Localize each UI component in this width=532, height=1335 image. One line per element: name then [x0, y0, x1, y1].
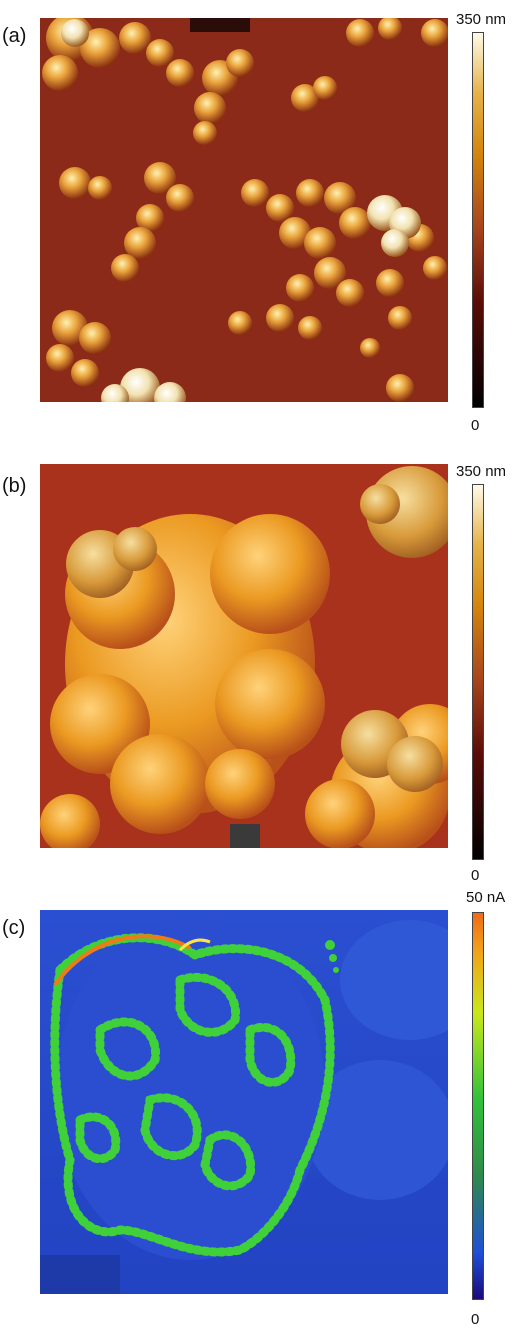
afm-height-image-b	[40, 464, 448, 848]
panel-b: (b)	[0, 440, 532, 884]
colorbar-max-label-c: 50 nA	[466, 889, 506, 906]
colorbar-b	[472, 484, 484, 860]
panel-label-a: (a)	[2, 25, 27, 47]
colorbar-min-label-c: 0	[471, 1311, 480, 1328]
current-map-image-c	[40, 910, 448, 1294]
afm-height-image-a	[40, 18, 448, 402]
colorbar-a	[472, 32, 484, 408]
panel-c: (c)	[0, 880, 532, 1335]
colorbar-min-label-a: 0	[471, 417, 480, 434]
colorbar-max-label-b: 350 nm	[456, 463, 507, 480]
panel-label-b: (b)	[2, 475, 27, 497]
panel-a: (a)	[0, 0, 532, 440]
colorbar-c	[472, 912, 484, 1300]
colorbar-max-label-a: 350 nm	[456, 11, 507, 28]
panel-label-c: (c)	[2, 917, 26, 939]
colorbar-min-label-b: 0	[471, 867, 480, 884]
